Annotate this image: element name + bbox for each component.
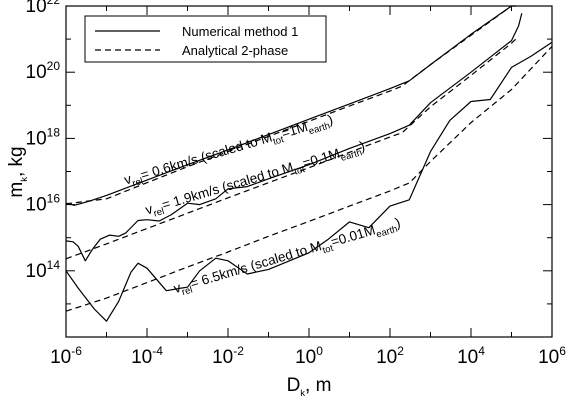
series-group — [65, 5, 553, 322]
series-line-numerical-65kms — [65, 41, 553, 322]
legend-label-analytical: Analytical 2-phase — [182, 43, 288, 58]
y-tick-label: 1022 — [26, 0, 61, 17]
x-tick-label: 10-4 — [131, 344, 163, 368]
x-axis-title: Dk, m — [287, 375, 332, 399]
series-line-analytical-65kms — [65, 45, 553, 312]
legend-label-numerical: Numerical method 1 — [182, 24, 298, 39]
x-tick-label: 10-6 — [50, 344, 82, 368]
annotation-label: vrel= 6.5km/s (scaled to Mtot=0.01Mearth… — [172, 215, 403, 300]
series-line-analytical-19kms — [65, 36, 520, 260]
x-tick-label: 10-2 — [212, 344, 244, 368]
axis-ticks — [65, 5, 553, 338]
x-tick-labels: 10-6 10-4 10-2 100 102 104 106 — [50, 344, 566, 368]
x-tick-label: 102 — [376, 344, 404, 368]
series-line-analytical-06kms — [65, 5, 512, 205]
y-tick-label: 1014 — [26, 258, 61, 282]
annotation-label: vrel= 1.9km/s (scaled to Mtot=0.1Mearth) — [144, 138, 368, 221]
legend-box — [84, 15, 327, 63]
x-tick-label: 106 — [538, 344, 566, 368]
y-tick-label: 1016 — [26, 192, 61, 216]
y-tick-labels: 1014 1016 1018 1020 1022 — [26, 0, 61, 282]
y-tick-label: 1020 — [26, 59, 61, 83]
y-axis-title: mk, kg — [6, 146, 30, 197]
annotations-group: vrel= 0.6km/s (scaled to Mtot=1Mearth)vr… — [122, 112, 403, 300]
x-tick-label: 104 — [457, 344, 485, 368]
legend: Numerical method 1 Analytical 2-phase — [84, 15, 327, 63]
y-tick-label: 1018 — [26, 125, 61, 149]
series-line-numerical-19kms — [65, 13, 523, 262]
x-tick-label: 100 — [295, 344, 323, 368]
